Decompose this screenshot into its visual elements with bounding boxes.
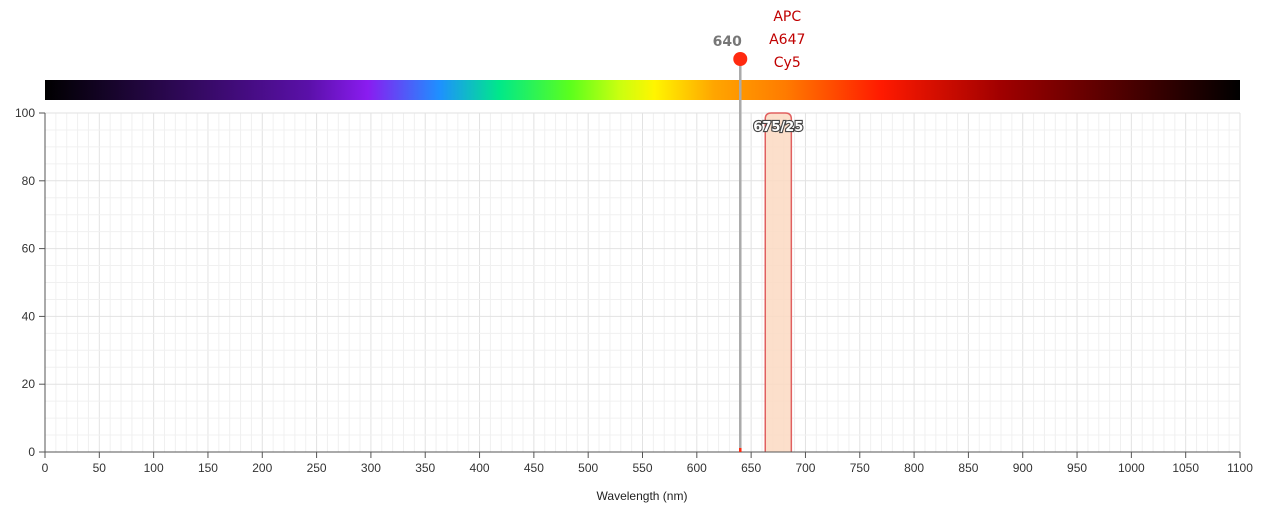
dye-label: A647	[769, 32, 805, 48]
axis-layer: 0 50 100 150 200 250 300 350 400 450 500 550 600 650 7…	[15, 106, 1253, 475]
x-tick-label: 450	[524, 461, 544, 475]
x-tick-label: 200	[252, 461, 272, 475]
y-tick-label: 20	[22, 377, 36, 391]
x-tick-label: 0	[42, 461, 49, 475]
x-tick-label: 350	[415, 461, 435, 475]
x-tick-label: 800	[904, 461, 924, 475]
x-tick-label: 400	[470, 461, 490, 475]
filter-band-outline	[764, 112, 793, 452]
x-tick-label: 1050	[1172, 461, 1199, 475]
x-tick-label: 150	[198, 461, 218, 475]
x-tick-label: 600	[687, 461, 707, 475]
y-tick-label: 0	[28, 445, 35, 459]
grid-layer	[44, 112, 1241, 453]
x-tick-label: 100	[144, 461, 164, 475]
filter-layer: 675/25	[752, 112, 804, 452]
laser-layer: 640 APC A647 Cy5	[713, 9, 805, 452]
x-tick-label: 900	[1013, 461, 1033, 475]
x-tick-label: 850	[958, 461, 978, 475]
x-tick-label: 50	[93, 461, 107, 475]
x-axis-title: Wavelength (nm)	[597, 489, 688, 503]
filter-band-fill	[765, 113, 792, 452]
x-tick-label: 700	[795, 461, 815, 475]
x-tick-label: 750	[850, 461, 870, 475]
dye-label: APC	[773, 9, 801, 25]
x-tick-label: 300	[361, 461, 381, 475]
laser-marker	[733, 52, 748, 66]
x-tick-label: 500	[578, 461, 598, 475]
x-tick-label: 1100	[1227, 461, 1253, 475]
filter-label: 675/25	[753, 120, 803, 135]
y-tick-label: 80	[22, 174, 36, 188]
x-tick-label: 1000	[1118, 461, 1145, 475]
spectrum-color-bar	[45, 80, 1240, 100]
dye-label: Cy5	[774, 55, 801, 71]
y-tick-label: 40	[22, 309, 36, 323]
y-tick-label: 60	[22, 242, 36, 256]
x-tick-label: 650	[741, 461, 761, 475]
x-tick-label: 250	[307, 461, 327, 475]
laser-wavelength-label: 640	[713, 34, 742, 50]
y-tick-label: 100	[15, 106, 35, 120]
x-tick-label: 550	[632, 461, 652, 475]
x-tick-label: 950	[1067, 461, 1087, 475]
